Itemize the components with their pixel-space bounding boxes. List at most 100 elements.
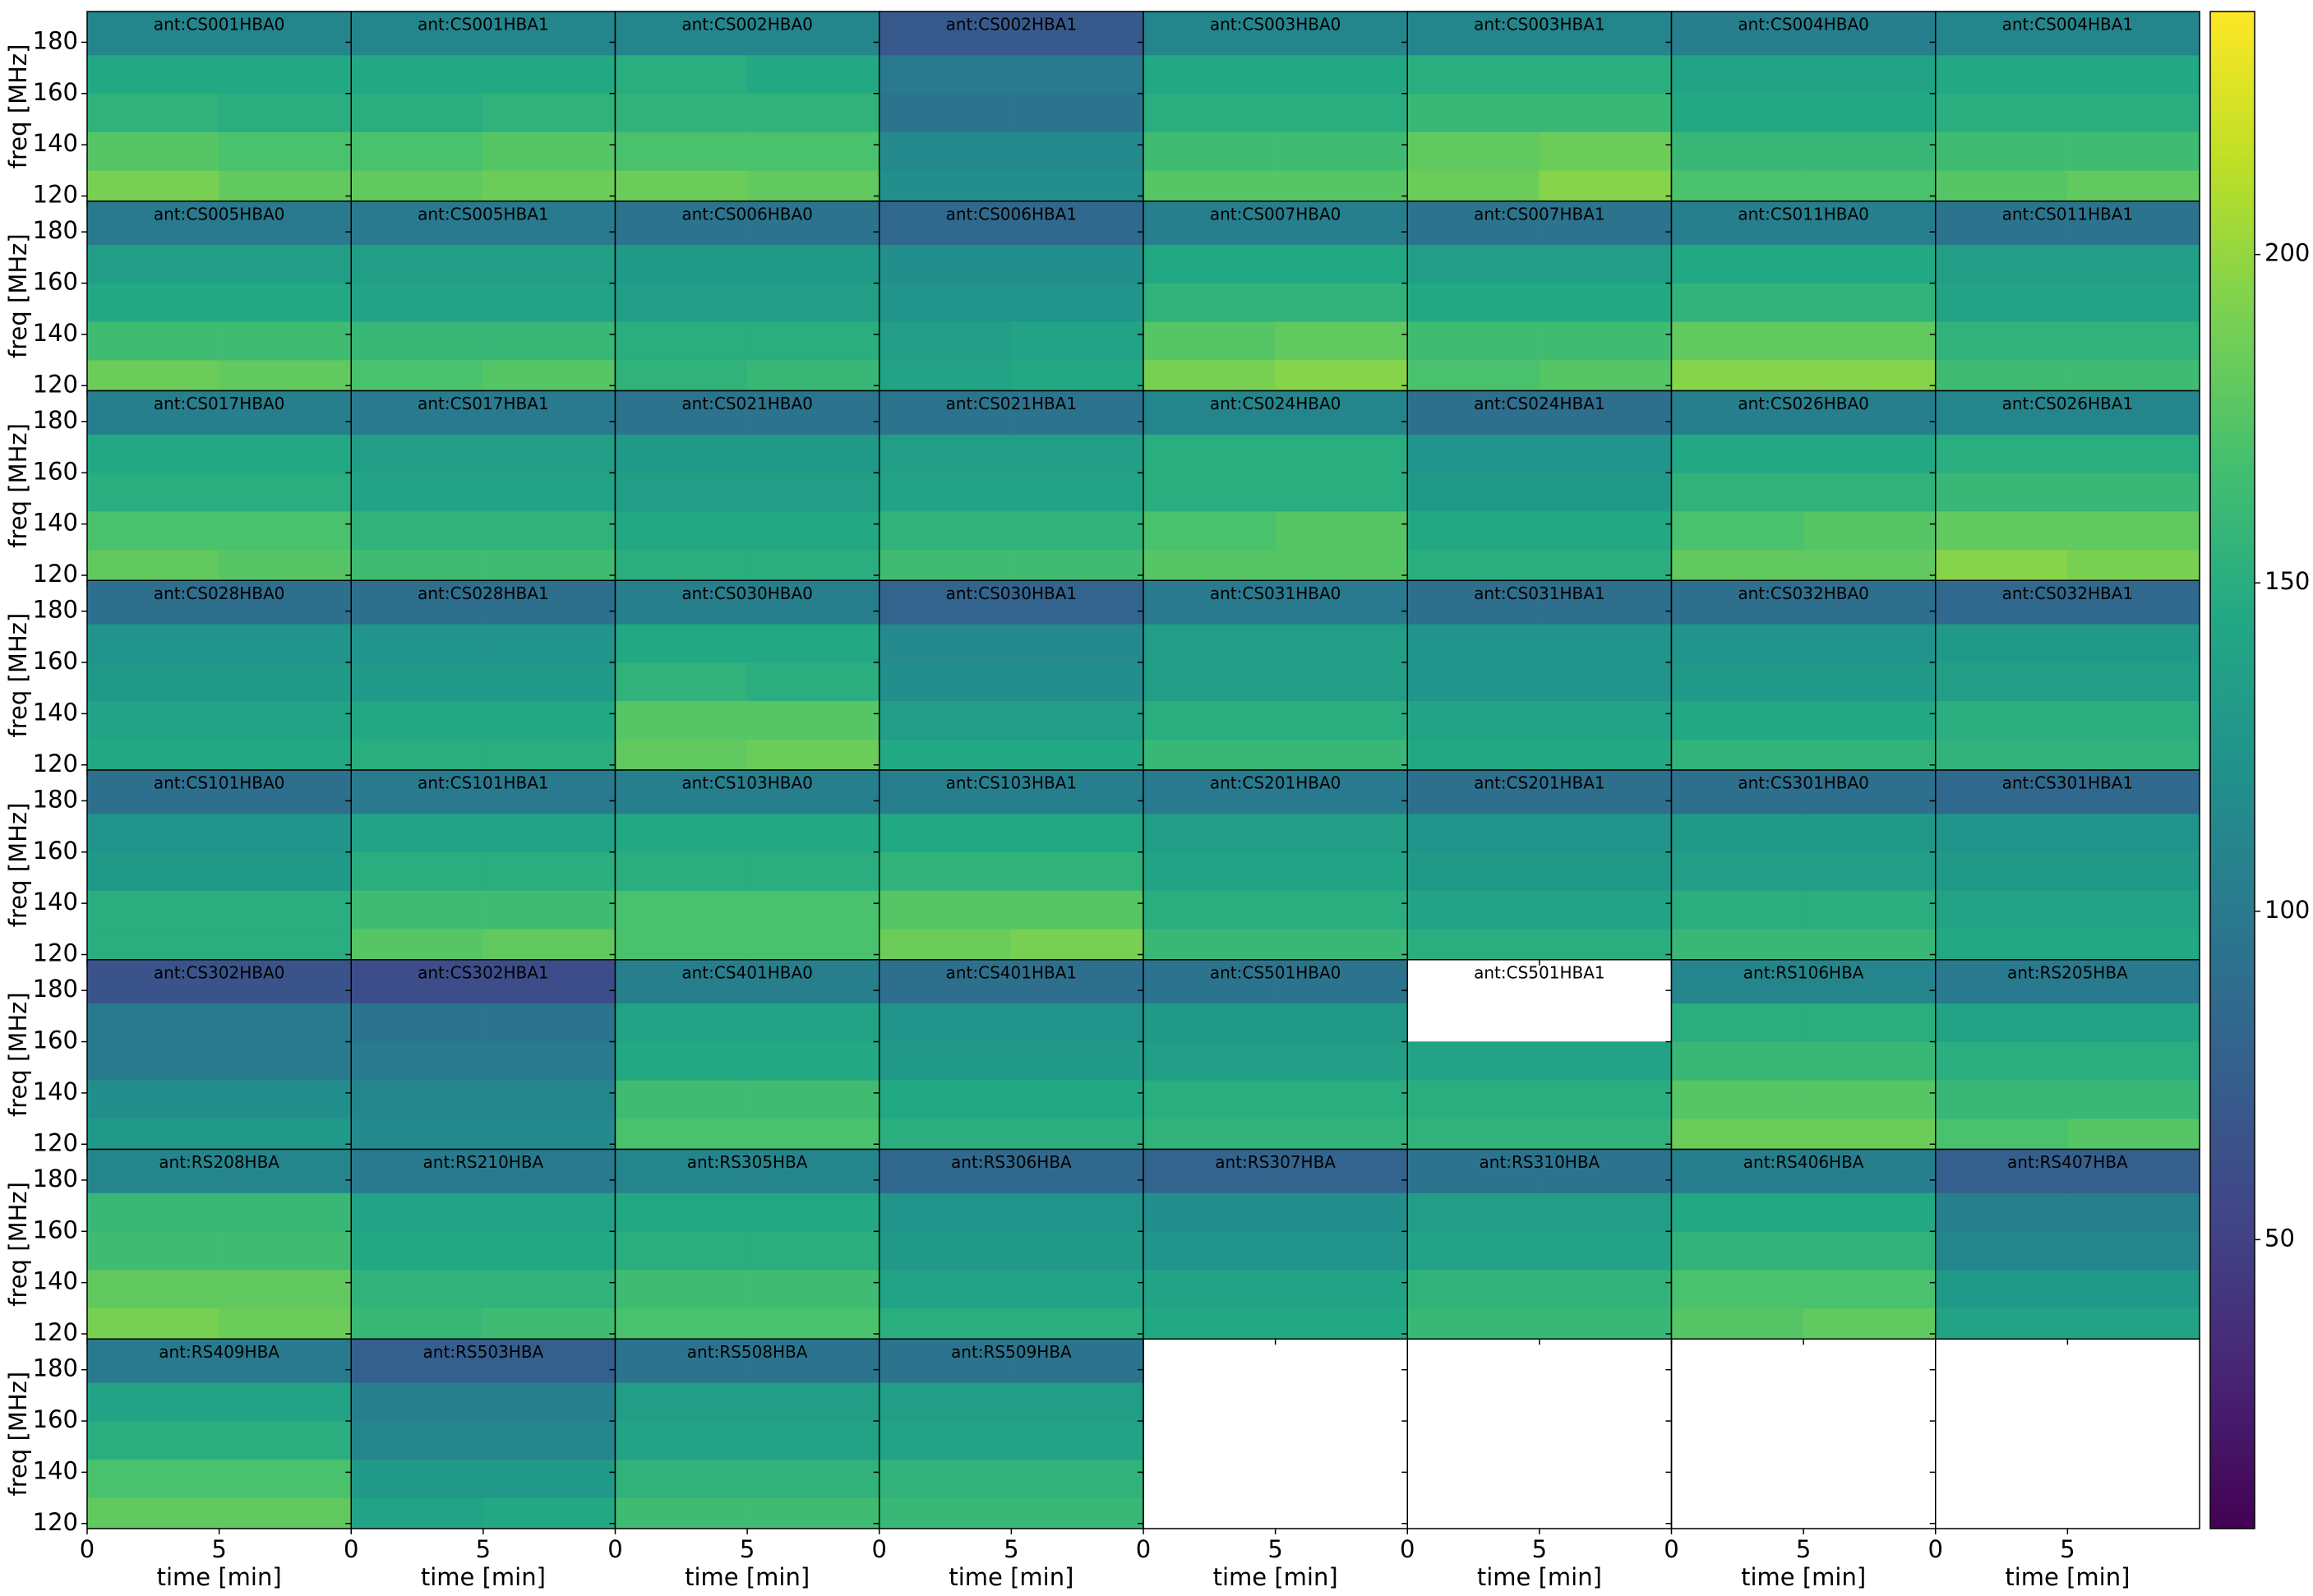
heatmap-cell: [86, 813, 219, 853]
y-axis-label: freq [MHz]: [4, 423, 32, 548]
heatmap-cell: [1539, 851, 1672, 891]
heatmap-cell: [1803, 321, 1936, 361]
x-tick-label: 5: [211, 1535, 226, 1563]
heatmap-cell: [2067, 321, 2200, 361]
heatmap-cell: [219, 813, 352, 853]
x-tick-label: 0: [1400, 1535, 1415, 1563]
heatmap-cell: [746, 549, 879, 581]
x-tick-label: 0: [1928, 1535, 1943, 1563]
heatmap-cell: [746, 201, 879, 246]
heatmap-cell: [1143, 929, 1276, 960]
x-tick-label: 0: [1136, 1535, 1151, 1563]
heatmap-cell: [1935, 1041, 2068, 1081]
y-axis-label: freq [MHz]: [4, 803, 32, 928]
heatmap-cell: [482, 473, 616, 512]
panel-title: ant:CS017HBA1: [418, 394, 549, 413]
heatmap-cell: [351, 359, 484, 391]
panel-title: ant:RS306HBA: [951, 1152, 1072, 1172]
heatmap-cell: [1407, 359, 1540, 391]
heatmap-cell: [1275, 473, 1408, 512]
panel-title: ant:CS003HBA1: [1474, 15, 1605, 35]
heatmap-cell: [482, 244, 616, 284]
panel: ant:CS301HBA0: [1665, 769, 1937, 966]
heatmap-cell: [1803, 959, 1936, 1004]
heatmap-cell: [1935, 510, 2068, 551]
heatmap-cell: [86, 1308, 219, 1340]
heatmap-cell: [1935, 170, 2068, 202]
heatmap-cell: [2067, 54, 2200, 95]
heatmap-cell: [86, 929, 219, 960]
heatmap-cell: [879, 580, 1012, 625]
heatmap-cell: [482, 201, 616, 246]
heatmap-cell: [1671, 473, 1804, 512]
heatmap-cell: [1143, 1003, 1276, 1042]
heatmap-cell: [219, 473, 352, 512]
heatmap-cell: [1671, 321, 1804, 361]
heatmap-cell: [2067, 624, 2200, 663]
heatmap-cell: [1143, 1041, 1276, 1081]
heatmap-cell: [1935, 390, 2068, 435]
panel-title: ant:CS002HBA1: [946, 15, 1078, 35]
heatmap-cell: [1935, 851, 2068, 891]
heatmap-cell: [879, 1420, 1012, 1460]
heatmap-cell: [879, 1231, 1012, 1271]
panel-title: ant:CS021HBA0: [681, 394, 813, 413]
heatmap-cell: [879, 170, 1012, 202]
heatmap-cell: [1143, 93, 1276, 132]
heatmap-cell: [2067, 283, 2200, 322]
heatmap-cell: [615, 549, 748, 581]
heatmap-cell: [351, 1192, 484, 1232]
heatmap-cell: [1407, 1080, 1540, 1119]
heatmap-cell: [2067, 813, 2200, 853]
heatmap-cell: [2067, 851, 2200, 891]
heatmap-cell: [746, 1003, 879, 1042]
heatmap-cell: [1803, 1231, 1936, 1271]
heatmap-cell: [1803, 1003, 1936, 1042]
heatmap-cell: [1539, 93, 1672, 132]
heatmap-cell: [1143, 624, 1276, 663]
panel-title: ant:CS021HBA1: [946, 394, 1078, 413]
heatmap-cell: [1935, 662, 2068, 702]
heatmap-cell: [746, 93, 879, 132]
y-tick-label: 180: [33, 1354, 78, 1382]
heatmap-cell: [1143, 1118, 1276, 1150]
heatmap-cell: [1275, 851, 1408, 891]
heatmap-cell: [86, 769, 219, 814]
heatmap-cell: [1275, 1041, 1408, 1081]
heatmap-cell: [746, 510, 879, 551]
heatmap-cell: [1011, 700, 1144, 740]
heatmap-cell: [879, 549, 1012, 581]
heatmap-cell: [1671, 170, 1804, 202]
heatmap-cell: [1143, 890, 1276, 929]
panel: ant:RS407HBA: [1929, 1148, 2200, 1345]
panel-title: ant:CS302HBA1: [418, 962, 549, 982]
heatmap-cell: [482, 1308, 616, 1340]
heatmap-cell: [879, 1269, 1012, 1309]
heatmap-cell: [219, 1382, 352, 1422]
heatmap-cell: [1011, 549, 1144, 581]
heatmap-cell: [1143, 321, 1276, 361]
heatmap-cell: [1143, 1308, 1276, 1340]
heatmap-cell: [746, 321, 879, 361]
panel-title: ant:CS004HBA0: [1738, 15, 1869, 35]
heatmap-cell: [1935, 244, 2068, 284]
heatmap-cell: [1407, 1041, 1540, 1081]
heatmap-cell: [879, 390, 1012, 435]
heatmap-cell: [219, 549, 352, 581]
heatmap-cell: [2067, 549, 2200, 581]
heatmap-cell: [746, 1080, 879, 1119]
heatmap-cell: [1407, 321, 1540, 361]
heatmap-cell: [1011, 624, 1144, 663]
heatmap-cell: [86, 473, 219, 512]
heatmap-cell: [1275, 54, 1408, 95]
heatmap-cell: [2067, 662, 2200, 702]
panel-title: ant:CS011HBA1: [2002, 204, 2134, 224]
panel-title: ant:CS031HBA0: [1210, 584, 1341, 603]
heatmap-cell: [615, 959, 748, 1004]
heatmap-cell: [1143, 170, 1276, 202]
